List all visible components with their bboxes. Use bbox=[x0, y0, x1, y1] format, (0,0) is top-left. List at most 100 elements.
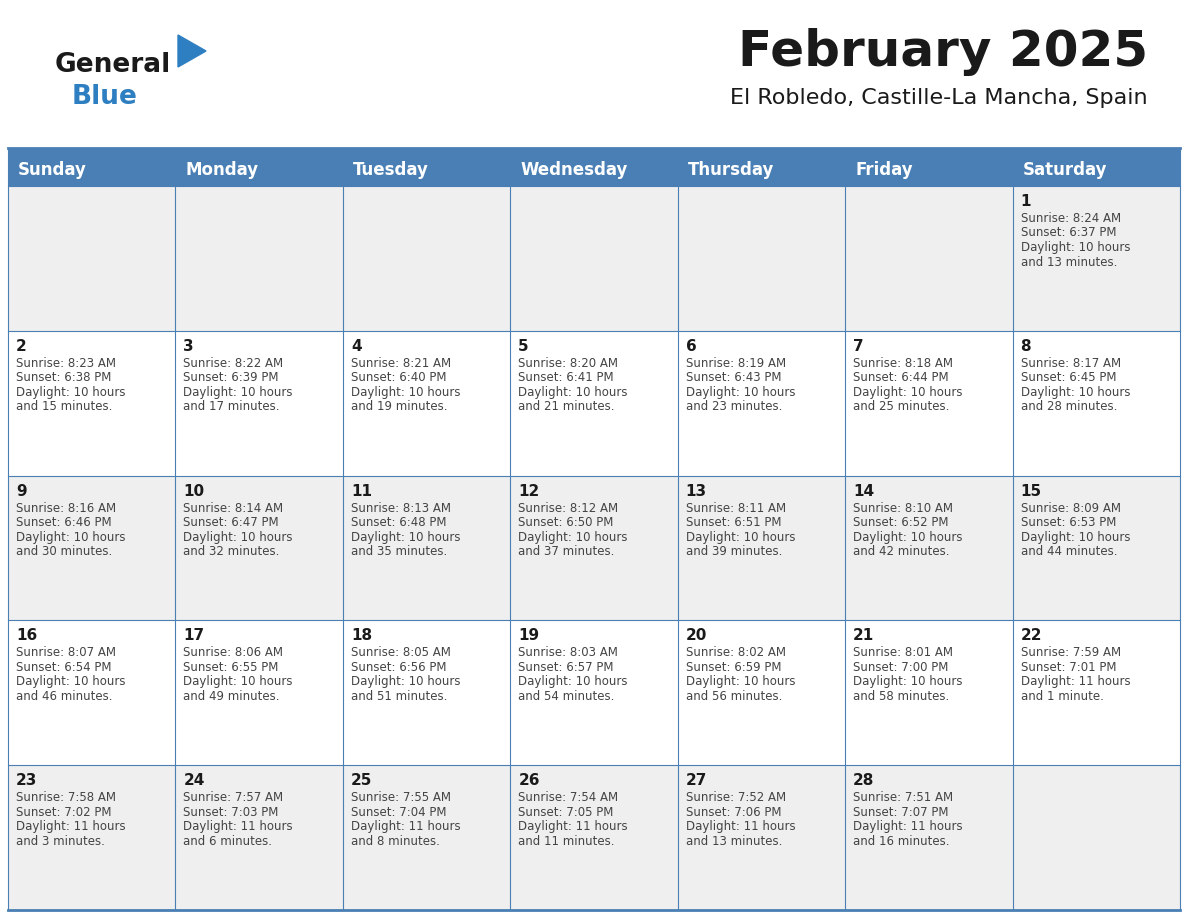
Text: Sunrise: 8:24 AM: Sunrise: 8:24 AM bbox=[1020, 212, 1120, 225]
Text: Daylight: 11 hours: Daylight: 11 hours bbox=[518, 820, 628, 834]
Text: and 6 minutes.: and 6 minutes. bbox=[183, 834, 272, 847]
Text: Sunrise: 8:12 AM: Sunrise: 8:12 AM bbox=[518, 501, 619, 515]
Text: Daylight: 10 hours: Daylight: 10 hours bbox=[853, 386, 962, 398]
Text: Daylight: 11 hours: Daylight: 11 hours bbox=[350, 820, 461, 834]
Text: Daylight: 11 hours: Daylight: 11 hours bbox=[853, 820, 962, 834]
Text: 21: 21 bbox=[853, 629, 874, 644]
Text: and 35 minutes.: and 35 minutes. bbox=[350, 545, 447, 558]
Text: and 17 minutes.: and 17 minutes. bbox=[183, 400, 280, 413]
Text: Daylight: 10 hours: Daylight: 10 hours bbox=[350, 531, 461, 543]
Text: Sunrise: 8:20 AM: Sunrise: 8:20 AM bbox=[518, 357, 618, 370]
Text: 23: 23 bbox=[15, 773, 37, 789]
Text: 28: 28 bbox=[853, 773, 874, 789]
Text: Sunrise: 8:02 AM: Sunrise: 8:02 AM bbox=[685, 646, 785, 659]
Bar bbox=[8, 330, 1180, 476]
Text: Sunset: 6:40 PM: Sunset: 6:40 PM bbox=[350, 371, 447, 385]
Text: Monday: Monday bbox=[185, 161, 259, 179]
Text: Daylight: 11 hours: Daylight: 11 hours bbox=[15, 820, 126, 834]
Text: Sunrise: 7:52 AM: Sunrise: 7:52 AM bbox=[685, 791, 785, 804]
Text: 16: 16 bbox=[15, 629, 37, 644]
Text: Daylight: 10 hours: Daylight: 10 hours bbox=[518, 676, 627, 688]
Text: Daylight: 10 hours: Daylight: 10 hours bbox=[1020, 241, 1130, 254]
Text: Sunrise: 8:13 AM: Sunrise: 8:13 AM bbox=[350, 501, 451, 515]
Text: Daylight: 10 hours: Daylight: 10 hours bbox=[685, 676, 795, 688]
Text: and 13 minutes.: and 13 minutes. bbox=[685, 834, 782, 847]
Text: 18: 18 bbox=[350, 629, 372, 644]
Text: Sunset: 6:39 PM: Sunset: 6:39 PM bbox=[183, 371, 279, 385]
Text: 13: 13 bbox=[685, 484, 707, 498]
Text: Sunset: 6:46 PM: Sunset: 6:46 PM bbox=[15, 516, 112, 529]
Text: and 11 minutes.: and 11 minutes. bbox=[518, 834, 614, 847]
Bar bbox=[8, 621, 1180, 766]
Text: Daylight: 10 hours: Daylight: 10 hours bbox=[1020, 386, 1130, 398]
Text: Sunset: 7:03 PM: Sunset: 7:03 PM bbox=[183, 806, 279, 819]
Text: Daylight: 10 hours: Daylight: 10 hours bbox=[685, 531, 795, 543]
Text: Sunrise: 8:03 AM: Sunrise: 8:03 AM bbox=[518, 646, 618, 659]
Text: 24: 24 bbox=[183, 773, 204, 789]
Bar bbox=[8, 148, 176, 186]
Text: Sunrise: 8:06 AM: Sunrise: 8:06 AM bbox=[183, 646, 284, 659]
Text: Sunset: 7:06 PM: Sunset: 7:06 PM bbox=[685, 806, 782, 819]
Bar bbox=[845, 148, 1012, 186]
Text: Daylight: 10 hours: Daylight: 10 hours bbox=[350, 676, 461, 688]
Text: Sunset: 6:50 PM: Sunset: 6:50 PM bbox=[518, 516, 614, 529]
Text: Daylight: 10 hours: Daylight: 10 hours bbox=[1020, 531, 1130, 543]
Text: Tuesday: Tuesday bbox=[353, 161, 429, 179]
Text: Sunrise: 8:22 AM: Sunrise: 8:22 AM bbox=[183, 357, 284, 370]
Text: Sunset: 6:55 PM: Sunset: 6:55 PM bbox=[183, 661, 279, 674]
Text: 3: 3 bbox=[183, 339, 194, 353]
Text: Saturday: Saturday bbox=[1023, 161, 1107, 179]
Text: 15: 15 bbox=[1020, 484, 1042, 498]
Text: Daylight: 10 hours: Daylight: 10 hours bbox=[350, 386, 461, 398]
Bar bbox=[511, 148, 677, 186]
Text: Sunrise: 7:51 AM: Sunrise: 7:51 AM bbox=[853, 791, 953, 804]
Text: Sunrise: 8:11 AM: Sunrise: 8:11 AM bbox=[685, 501, 785, 515]
Bar bbox=[677, 148, 845, 186]
Text: Sunrise: 8:19 AM: Sunrise: 8:19 AM bbox=[685, 357, 785, 370]
Text: and 16 minutes.: and 16 minutes. bbox=[853, 834, 949, 847]
Text: 25: 25 bbox=[350, 773, 372, 789]
Text: Daylight: 10 hours: Daylight: 10 hours bbox=[183, 386, 293, 398]
Text: Sunset: 6:37 PM: Sunset: 6:37 PM bbox=[1020, 227, 1116, 240]
Text: 6: 6 bbox=[685, 339, 696, 353]
Text: Daylight: 10 hours: Daylight: 10 hours bbox=[15, 531, 126, 543]
Text: Sunset: 6:59 PM: Sunset: 6:59 PM bbox=[685, 661, 782, 674]
Text: Sunset: 6:45 PM: Sunset: 6:45 PM bbox=[1020, 371, 1116, 385]
Text: Sunset: 6:44 PM: Sunset: 6:44 PM bbox=[853, 371, 949, 385]
Text: and 54 minutes.: and 54 minutes. bbox=[518, 690, 614, 703]
Text: and 42 minutes.: and 42 minutes. bbox=[853, 545, 949, 558]
Text: Daylight: 10 hours: Daylight: 10 hours bbox=[853, 531, 962, 543]
Text: Sunrise: 8:21 AM: Sunrise: 8:21 AM bbox=[350, 357, 451, 370]
Text: 9: 9 bbox=[15, 484, 26, 498]
Bar bbox=[343, 148, 511, 186]
Text: Sunset: 6:52 PM: Sunset: 6:52 PM bbox=[853, 516, 949, 529]
Text: Sunset: 7:04 PM: Sunset: 7:04 PM bbox=[350, 806, 447, 819]
Text: Sunset: 6:41 PM: Sunset: 6:41 PM bbox=[518, 371, 614, 385]
Text: 22: 22 bbox=[1020, 629, 1042, 644]
Bar bbox=[8, 476, 1180, 621]
Text: 1: 1 bbox=[1020, 194, 1031, 209]
Text: Sunrise: 8:10 AM: Sunrise: 8:10 AM bbox=[853, 501, 953, 515]
Text: and 8 minutes.: and 8 minutes. bbox=[350, 834, 440, 847]
Text: Sunrise: 8:16 AM: Sunrise: 8:16 AM bbox=[15, 501, 116, 515]
Text: Sunset: 6:53 PM: Sunset: 6:53 PM bbox=[1020, 516, 1116, 529]
Text: and 30 minutes.: and 30 minutes. bbox=[15, 545, 112, 558]
Text: Sunrise: 8:18 AM: Sunrise: 8:18 AM bbox=[853, 357, 953, 370]
Text: Sunset: 6:51 PM: Sunset: 6:51 PM bbox=[685, 516, 782, 529]
Text: Sunset: 6:48 PM: Sunset: 6:48 PM bbox=[350, 516, 447, 529]
Bar bbox=[8, 766, 1180, 910]
Text: and 37 minutes.: and 37 minutes. bbox=[518, 545, 614, 558]
Text: El Robledo, Castille-La Mancha, Spain: El Robledo, Castille-La Mancha, Spain bbox=[731, 88, 1148, 108]
Text: 20: 20 bbox=[685, 629, 707, 644]
Text: Sunset: 7:00 PM: Sunset: 7:00 PM bbox=[853, 661, 948, 674]
Text: 2: 2 bbox=[15, 339, 27, 353]
Bar bbox=[8, 186, 1180, 330]
Text: 7: 7 bbox=[853, 339, 864, 353]
Text: 12: 12 bbox=[518, 484, 539, 498]
Text: and 19 minutes.: and 19 minutes. bbox=[350, 400, 448, 413]
Text: 4: 4 bbox=[350, 339, 361, 353]
Text: Sunrise: 7:59 AM: Sunrise: 7:59 AM bbox=[1020, 646, 1120, 659]
Text: and 25 minutes.: and 25 minutes. bbox=[853, 400, 949, 413]
Text: Friday: Friday bbox=[855, 161, 912, 179]
Text: Sunrise: 8:07 AM: Sunrise: 8:07 AM bbox=[15, 646, 116, 659]
